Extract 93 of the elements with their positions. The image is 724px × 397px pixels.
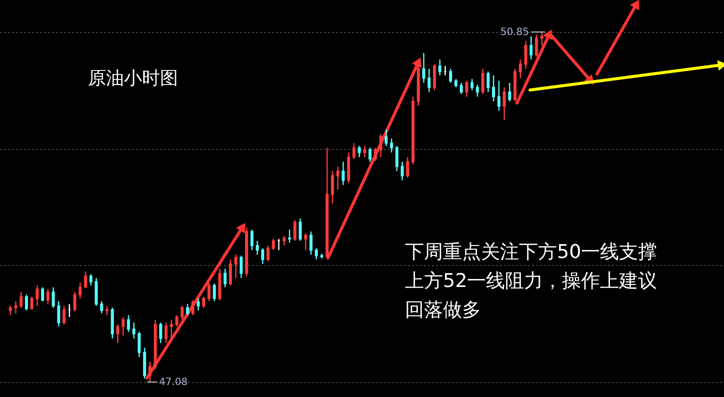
candlestick [148, 361, 152, 383]
candlestick [492, 74, 496, 102]
candlestick [196, 298, 200, 312]
candlestick [159, 322, 162, 344]
candlestick [228, 258, 232, 286]
candlestick [406, 156, 410, 178]
candlestick [57, 300, 60, 327]
candlestick [234, 254, 238, 279]
annotation: 47.08 [159, 377, 188, 388]
candlestick [250, 229, 254, 251]
annotation: 原油小时图 [88, 68, 178, 89]
candlestick [212, 282, 216, 302]
candlestick [310, 230, 312, 256]
candlestick [208, 282, 210, 302]
candlestick [100, 300, 104, 314]
candlestick [202, 296, 206, 308]
candlestick [261, 248, 264, 265]
candlestick [342, 161, 345, 186]
candlestick [46, 288, 50, 305]
candlestick [20, 291, 23, 308]
candlestick [428, 68, 431, 93]
candlestick [132, 322, 136, 340]
candlestick [191, 300, 194, 316]
candlestick [497, 80, 500, 112]
candlestick [122, 316, 125, 336]
candlestick [298, 218, 302, 242]
candlestick [460, 82, 463, 95]
candlestick [486, 70, 490, 93]
candlestick [422, 52, 426, 84]
candlestick [352, 142, 356, 160]
candlestick [170, 319, 173, 340]
candlestick [266, 244, 270, 262]
candlestick [14, 300, 18, 314]
candlestick [186, 303, 190, 316]
candlestick [116, 324, 120, 344]
candlestick [78, 282, 82, 300]
candlestick [304, 232, 308, 251]
candlestick [240, 255, 243, 279]
candlestick [84, 270, 88, 288]
candlestick [502, 86, 506, 121]
candlestick [52, 286, 55, 308]
candlestick [288, 229, 292, 244]
candlestick [379, 133, 382, 158]
candlestick [41, 286, 44, 302]
candlestick [314, 248, 318, 260]
candlestick [62, 305, 66, 326]
candlestick [24, 294, 28, 312]
candlestick [164, 322, 168, 344]
candlestick [363, 145, 366, 158]
candlestick [534, 34, 538, 58]
candlestick [358, 145, 361, 158]
candlestick [395, 145, 398, 172]
candlestick [94, 277, 98, 306]
candlestick [518, 58, 522, 79]
annotation: 50.85 [500, 27, 529, 38]
candlestick [347, 152, 350, 184]
annotation: 上方52一线阻力，操作上建议 [405, 270, 658, 292]
candlestick [530, 36, 533, 60]
candlestick [30, 296, 34, 310]
candlestick [36, 284, 39, 306]
candlestick [540, 31, 544, 46]
candlestick [272, 238, 275, 251]
candlestick [374, 147, 377, 162]
candlestick [224, 268, 227, 288]
candlestick [470, 78, 474, 91]
candlestick [8, 305, 12, 316]
annotation: 下周重点关注下方50一线支撑 [405, 241, 658, 263]
candlestick [330, 170, 334, 204]
candlestick [508, 82, 512, 102]
candlestick [73, 291, 76, 312]
candlestick [336, 166, 340, 190]
candlestick [126, 314, 130, 333]
candlestick [175, 314, 178, 327]
annotation: 回落做多 [405, 299, 481, 321]
candlestick [180, 305, 184, 320]
candlestick [390, 138, 394, 154]
candlestick [89, 274, 92, 286]
candlestick [476, 84, 479, 98]
candlestick [293, 220, 296, 242]
candlestick [256, 240, 259, 256]
candlestick [432, 64, 436, 91]
candlestick [481, 68, 484, 95]
candlestick [143, 347, 146, 380]
candlestick [106, 305, 108, 316]
candlestick [368, 147, 372, 162]
candlestick [138, 331, 141, 358]
candlestick [282, 236, 286, 246]
candlestick [438, 58, 442, 76]
candlestick [449, 68, 452, 84]
candlestick [524, 40, 528, 70]
candlestick [465, 80, 468, 98]
candlestick [384, 128, 388, 147]
candlestick [400, 161, 404, 181]
